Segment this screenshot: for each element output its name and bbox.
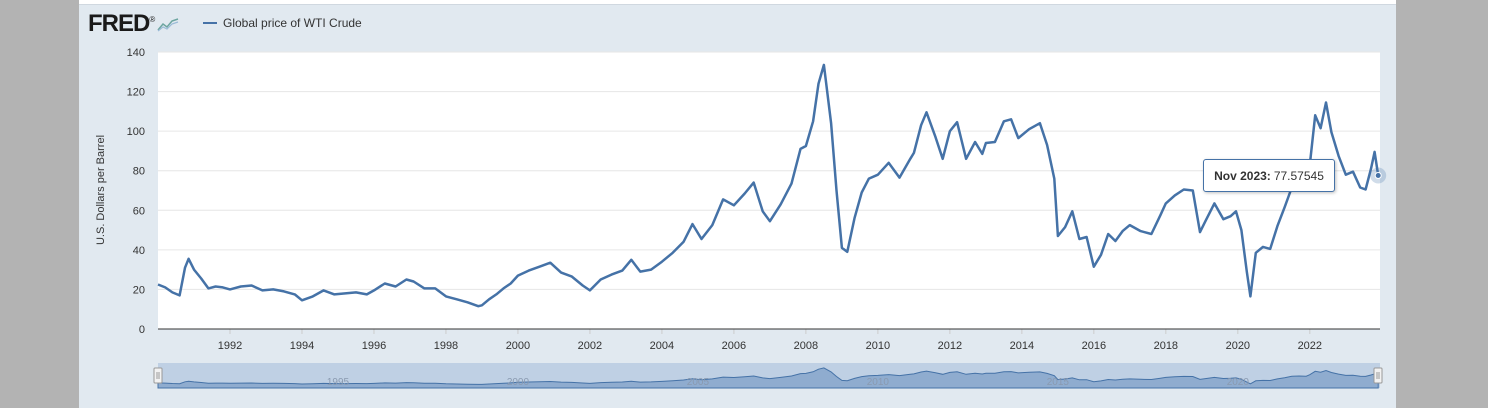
navigator-label: 2020 [1227, 377, 1250, 388]
fred-logo-mark: ® [149, 14, 156, 24]
fred-logo-text: FRED [88, 10, 150, 37]
x-tick-label: 2002 [578, 340, 602, 352]
x-tick-label: 2000 [506, 340, 530, 352]
y-tick-label: 0 [139, 324, 145, 336]
graph-icon [157, 16, 180, 32]
x-tick-label: 1996 [362, 340, 386, 352]
chart-legend[interactable]: Global price of WTI Crude [203, 16, 362, 30]
y-tick-label: 80 [133, 166, 145, 178]
hover-point[interactable] [1374, 172, 1382, 180]
x-tick-label: 2016 [1082, 340, 1106, 352]
plot-area [158, 52, 1380, 329]
tooltip-value: 77.57545 [1273, 168, 1324, 183]
series-line-wti-crude[interactable] [157, 63, 1380, 308]
legend-swatch [203, 22, 217, 24]
x-tick-label: 2004 [650, 340, 674, 352]
x-tick-label: 2012 [938, 340, 962, 352]
navigator-left-handle[interactable] [153, 367, 163, 384]
fred-logo[interactable]: FRED ® [88, 10, 180, 37]
top-strip [79, 0, 1396, 5]
legend-label: Global price of WTI Crude [223, 16, 362, 30]
x-tick-label: 1994 [290, 340, 314, 352]
data-tooltip: Nov 2023: 77.57545 [1203, 159, 1335, 192]
navigator-label: 2015 [1047, 377, 1070, 388]
x-tick-label: 1998 [434, 340, 458, 352]
y-tick-label: 20 [133, 284, 145, 296]
x-tick-label: 2010 [866, 340, 890, 352]
y-tick-label: 120 [127, 87, 145, 99]
y-tick-label: 60 [133, 205, 145, 217]
navigator-label: 2000 [507, 377, 530, 388]
x-tick-label: 2022 [1298, 340, 1322, 352]
x-tick-label: 2018 [1154, 340, 1178, 352]
y-tick-label: 140 [127, 47, 145, 59]
x-tick-label: 2006 [722, 340, 746, 352]
navigator-series [157, 367, 1379, 389]
navigator-label: 2005 [687, 377, 710, 388]
navigator-label: 1995 [327, 377, 350, 388]
x-tick-label: 2008 [794, 340, 818, 352]
tooltip-label: Nov 2023: [1214, 168, 1271, 183]
y-tick-label: 100 [127, 126, 145, 138]
x-tick-label: 2014 [1010, 340, 1034, 352]
navigator-label: 2010 [867, 377, 890, 388]
navigator-right-handle[interactable] [1373, 367, 1383, 384]
x-tick-label: 1992 [218, 340, 242, 352]
x-tick-label: 2020 [1226, 340, 1250, 352]
y-tick-label: 40 [133, 245, 145, 257]
